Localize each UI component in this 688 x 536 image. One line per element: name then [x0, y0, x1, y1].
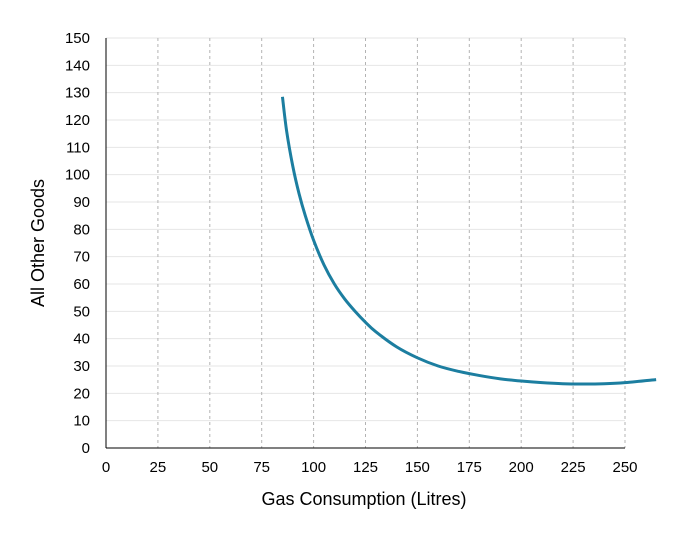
y-tick-label: 140	[65, 57, 90, 74]
y-tick-label: 70	[73, 249, 90, 266]
series-layer	[280, 96, 657, 386]
y-tick-label: 130	[65, 85, 90, 102]
x-axis-title: Gas Consumption (Litres)	[261, 489, 466, 509]
x-tick-label: 150	[405, 459, 430, 476]
x-tick-label: 200	[509, 459, 534, 476]
x-tick-label: 100	[301, 459, 326, 476]
y-tick-label: 40	[73, 331, 90, 348]
grid	[106, 37, 626, 448]
x-tick-label: 175	[457, 459, 482, 476]
y-tick-label: 100	[65, 167, 90, 184]
x-axis-ticks: 0 25 50 75 100 125 150 175 200 225 250	[102, 459, 638, 476]
axes	[105, 38, 625, 449]
x-tick-label: 225	[561, 459, 586, 476]
y-axis-ticks: 0 10 20 30 40 50 60 70 80 90 100 110 120 130 140 150	[65, 30, 90, 457]
x-tick-label: 50	[201, 459, 218, 476]
y-tick-label: 110	[66, 139, 90, 156]
x-tick-label: 0	[102, 459, 110, 476]
x-tick-label: 125	[353, 459, 378, 476]
y-tick-label: 20	[73, 385, 90, 402]
y-tick-label: 50	[73, 303, 90, 320]
x-tick-label: 75	[253, 459, 270, 476]
y-tick-label: 90	[73, 194, 90, 211]
y-tick-label: 30	[73, 358, 90, 375]
x-tick-label: 25	[150, 459, 167, 476]
y-tick-label: 80	[73, 221, 90, 238]
y-tick-label: 10	[73, 413, 90, 430]
y-axis-title: All Other Goods	[28, 179, 48, 307]
indifference-curve-line	[280, 96, 657, 386]
y-tick-label: 0	[82, 440, 90, 457]
y-tick-label: 150	[65, 30, 90, 47]
y-tick-label: 120	[65, 112, 90, 129]
x-tick-label: 250	[612, 459, 637, 476]
y-tick-label: 60	[73, 276, 90, 293]
